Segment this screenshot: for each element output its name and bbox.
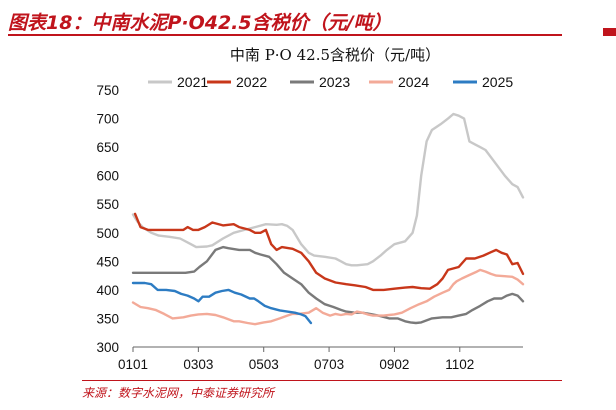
y-tick-label: 450 xyxy=(96,254,119,269)
x-tick-label: 1102 xyxy=(445,357,474,372)
series-line-2022 xyxy=(133,212,525,292)
legend-label-2021: 2021 xyxy=(177,74,208,90)
x-tick-label: 0303 xyxy=(183,357,213,372)
figure-title: 图表18：中南水泥P·O42.5含税价（元/吨） xyxy=(8,12,392,34)
x-tick-label: 0101 xyxy=(118,357,148,372)
x-axis: 0101 0303 0503 0703 0902 1102 xyxy=(118,346,523,372)
legend-label-2022: 2022 xyxy=(236,74,267,90)
y-tick-label: 500 xyxy=(96,226,119,241)
series-line-2021 xyxy=(131,112,525,267)
figure-header: 图表18：中南水泥P·O42.5含税价（元/吨） xyxy=(8,2,562,36)
legend-label-2023: 2023 xyxy=(319,74,350,90)
y-axis: 300 350 400 450 500 550 600 650 700 750 xyxy=(96,83,119,355)
source-note: 来源：数字水泥网，中泰证券研究所 xyxy=(82,386,275,400)
source-divider xyxy=(82,380,562,381)
series-line-2023 xyxy=(131,245,525,325)
y-tick-label: 750 xyxy=(96,83,119,98)
series-lines xyxy=(131,112,525,326)
y-tick-label: 650 xyxy=(96,140,119,155)
legend: 2021 2022 2023 2024 2025 xyxy=(148,74,513,90)
x-tick-label: 0503 xyxy=(249,357,279,372)
side-accent-strip xyxy=(603,28,616,36)
y-tick-label: 350 xyxy=(96,311,119,326)
series-line-2025 xyxy=(131,281,313,325)
y-tick-label: 300 xyxy=(96,340,119,355)
y-tick-label: 550 xyxy=(96,197,119,212)
y-tick-label: 600 xyxy=(96,169,119,184)
legend-label-2024: 2024 xyxy=(398,74,429,90)
legend-label-2025: 2025 xyxy=(482,74,513,90)
chart-title: 中南 P·O 42.5含税价（元/吨） xyxy=(230,46,440,64)
y-tick-label: 700 xyxy=(96,112,119,127)
x-tick-label: 0902 xyxy=(379,357,409,372)
y-tick-label: 400 xyxy=(96,283,119,298)
series-line-2024 xyxy=(131,268,525,326)
x-tick-label: 0703 xyxy=(314,357,344,372)
